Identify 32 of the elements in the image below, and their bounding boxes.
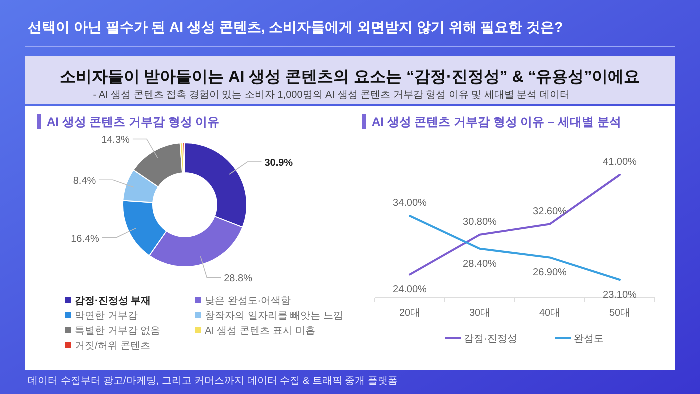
legend-label: 감정·진정성 xyxy=(464,334,518,345)
data-label: 23.10% xyxy=(603,290,638,301)
data-label: 16.4% xyxy=(71,234,100,245)
text: 선택이 아닌 필수가 된 AI 생성 콘텐츠, 소비자들에게 외면받지 않기 위해 필요한 것은? xyxy=(28,19,564,35)
data-label: 30.80% xyxy=(463,216,498,228)
legend-label: 특별한 거부감 없음 xyxy=(75,326,161,337)
data-label: 34.00% xyxy=(393,198,428,210)
data-label: 32.60% xyxy=(533,206,568,218)
text: 소비자들이 받아들이는 AI 생성 콘텐츠의 요소는 “감정·진정성” & “유용성”이에요 xyxy=(60,69,640,86)
chart-title: AI 생성 콘텐츠 거부감 형성 이유 xyxy=(47,115,220,129)
x-tick-label: 20대 xyxy=(399,308,421,319)
x-tick-label: 30대 xyxy=(469,308,491,319)
x-tick-label: 40대 xyxy=(539,308,561,319)
data-label: 26.90% xyxy=(533,268,568,279)
legend-label: 창작자의 일자리를 빼앗는 느낌 xyxy=(205,311,344,322)
legend-label: 낮은 완성도·어색함 xyxy=(205,296,292,307)
legend-label: 거짓/허위 콘텐츠 xyxy=(75,341,151,352)
legend-label: 감정·진정성 부재 xyxy=(75,296,152,307)
legend-label: AI 생성 콘텐츠 표시 미흡 xyxy=(205,326,316,337)
data-label: 14.3% xyxy=(102,135,130,146)
legend-label: 막연한 거부감 xyxy=(75,311,138,322)
chart-title: AI 생성 콘텐츠 거부감 형성 이유 – 세대별 분석 xyxy=(372,115,622,129)
data-label: 30.9% xyxy=(264,158,294,170)
data-label: 28.8% xyxy=(224,274,253,285)
data-label: 28.40% xyxy=(463,258,498,270)
data-label: 41.00% xyxy=(603,157,638,168)
x-tick-label: 50대 xyxy=(609,308,631,319)
legend-label: 완성도 xyxy=(574,334,604,345)
text: - AI 생성 콘텐츠 접촉 경험이 있는 소비자 1,000명의 AI 생성 콘텐츠 거부감 형성 이유 및 세대별 분석 데이터 xyxy=(93,90,570,101)
text: 데이터 수집부터 광고/마케팅, 그리고 커머스까지 데이터 수집 & 트래픽 중개 플랫폼 xyxy=(28,376,398,387)
data-label: 24.00% xyxy=(393,284,428,296)
data-label: 8.4% xyxy=(73,176,96,188)
